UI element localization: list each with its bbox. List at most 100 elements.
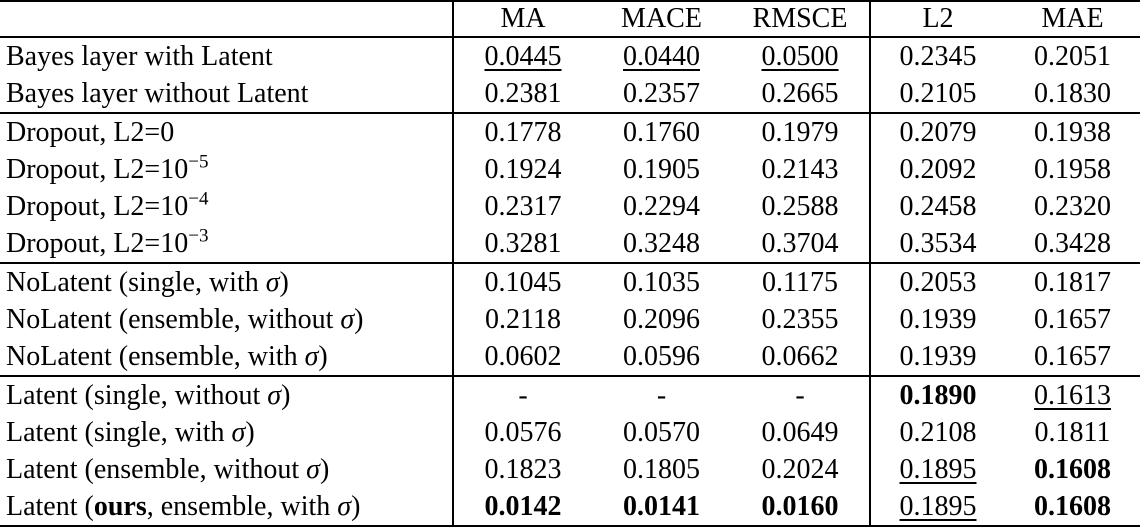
row-label: Latent (single, with σ)	[0, 414, 454, 451]
value-cell: 0.1608	[1005, 488, 1140, 526]
value-cell: 0.0160	[731, 488, 871, 526]
metric-value: 0.1939	[899, 303, 977, 335]
metric-value: 0.1608	[1034, 453, 1111, 485]
value-cell: 0.1979	[731, 112, 871, 151]
row-label: Latent (single, without σ)	[0, 375, 454, 414]
value-cell: 0.0602	[453, 338, 592, 376]
metric-value: -	[795, 379, 805, 411]
value-cell: 0.3704	[731, 225, 871, 263]
table-row: Dropout, L2=10−5 0.1924 0.1905 0.2143 0.2092…	[0, 151, 1140, 188]
metric-value: 0.2105	[899, 77, 977, 109]
metric-value: 0.1817	[1034, 266, 1111, 298]
label-text: NoLatent (single, with	[6, 266, 266, 298]
value-cell: 0.2118	[453, 301, 592, 338]
row-label: Dropout, L2=0	[0, 112, 454, 151]
label-text: Latent (ensemble, without	[6, 453, 307, 485]
metric-value: 0.1958	[1034, 153, 1111, 185]
metric-value: 0.1657	[1034, 303, 1111, 335]
label-text: NoLatent (ensemble, without	[6, 303, 341, 335]
metric-value: 0.0142	[484, 490, 562, 522]
superscript: −4	[188, 188, 209, 210]
value-cell: -	[731, 375, 871, 414]
table-row: NoLatent (ensemble, without σ) 0.2118 0.20…	[0, 301, 1140, 338]
table-row: Latent (single, with σ) 0.0576 0.0570 0.064…	[0, 414, 1140, 451]
metric-value: 0.3534	[899, 227, 977, 259]
value-cell: 0.3281	[453, 225, 592, 263]
metric-value: 0.2320	[1034, 190, 1111, 222]
label-text: )	[279, 266, 289, 298]
value-cell: 0.1657	[1005, 301, 1140, 338]
metric-value: 0.0596	[623, 340, 700, 372]
value-cell: 0.0440	[592, 37, 731, 75]
value-cell: 0.2024	[731, 451, 871, 488]
value-cell: 0.1939	[870, 301, 1005, 338]
superscript: −3	[188, 225, 209, 247]
value-cell: 0.1760	[592, 112, 731, 151]
label-text: )	[354, 303, 364, 335]
metric-value: 0.1811	[1034, 416, 1111, 448]
value-cell: 0.1045	[453, 262, 592, 301]
metric-value: 0.1895	[899, 453, 977, 485]
sigma-symbol: σ	[306, 453, 320, 485]
label-text: Dropout, L2=10	[6, 190, 189, 222]
value-cell: 0.2053	[870, 262, 1005, 301]
metric-value: 0.1939	[899, 340, 977, 372]
metric-value: 0.1938	[1034, 116, 1111, 148]
label-text: )	[351, 490, 361, 522]
value-cell: 0.0142	[453, 488, 592, 526]
metric-value: 0.0141	[623, 490, 700, 522]
label-text: Latent (	[6, 490, 94, 522]
row-label: Bayes layer with Latent	[0, 37, 454, 75]
metric-value: 0.2079	[899, 116, 977, 148]
value-cell: 0.1938	[1005, 112, 1140, 151]
sigma-symbol: σ	[231, 416, 246, 448]
value-cell: 0.1958	[1005, 151, 1140, 188]
value-cell: 0.2381	[453, 75, 592, 113]
value-cell: 0.1805	[592, 451, 731, 488]
metric-value: 0.2345	[899, 40, 977, 72]
metric-value: 0.2051	[1034, 40, 1111, 72]
metric-value: 0.0662	[761, 340, 839, 372]
row-label: Latent (ensemble, without σ)	[0, 451, 454, 488]
metric-value: 0.2294	[623, 190, 700, 222]
value-cell: 0.3428	[1005, 225, 1140, 263]
value-cell: 0.1778	[453, 112, 592, 151]
metric-value: 0.3281	[484, 227, 562, 259]
sigma-symbol: σ	[337, 490, 352, 522]
value-cell: 0.2458	[870, 188, 1005, 225]
value-cell: 0.0500	[731, 37, 871, 75]
metric-value: 0.2053	[899, 266, 977, 298]
value-cell: 0.1895	[870, 488, 1005, 526]
metric-value: 0.1657	[1034, 340, 1111, 372]
table-row: Latent (ensemble, without σ) 0.1823 0.1805…	[0, 451, 1140, 488]
row-label: NoLatent (single, with σ)	[0, 262, 454, 301]
table-row: Bayes layer without Latent 0.2381 0.2357 0.…	[0, 75, 1140, 113]
metric-value: 0.1905	[623, 153, 700, 185]
metric-value: 0.0445	[484, 40, 562, 72]
row-label: Bayes layer without Latent	[0, 75, 454, 113]
value-cell: 0.2665	[731, 75, 871, 113]
column-header-l2: L2	[870, 1, 1005, 38]
row-label: NoLatent (ensemble, without σ)	[0, 301, 454, 338]
superscript: −5	[188, 151, 209, 173]
table-row: Latent (ours, ensemble, with σ) 0.0142 0.0…	[0, 488, 1140, 526]
value-cell: 0.2092	[870, 151, 1005, 188]
value-cell: 0.0570	[592, 414, 731, 451]
metric-value: 0.2024	[761, 453, 839, 485]
metric-value: 0.2665	[761, 77, 839, 109]
metric-value: 0.2381	[484, 77, 562, 109]
metric-value: 0.3704	[761, 227, 839, 259]
value-cell: 0.0662	[731, 338, 871, 376]
value-cell: 0.1924	[453, 151, 592, 188]
row-label: NoLatent (ensemble, with σ)	[0, 338, 454, 376]
value-cell: 0.3248	[592, 225, 731, 263]
sigma-symbol: σ	[267, 379, 282, 411]
table-row: Dropout, L2=0 0.1778 0.1760 0.1979 0.2079 0.1…	[0, 112, 1140, 151]
row-label: Dropout, L2=10−4	[0, 188, 454, 225]
metric-value: 0.0602	[484, 340, 562, 372]
value-cell: 0.1035	[592, 262, 731, 301]
label-text: )	[318, 340, 328, 372]
label-text: )	[319, 453, 330, 485]
metric-value: 0.2458	[899, 190, 977, 222]
